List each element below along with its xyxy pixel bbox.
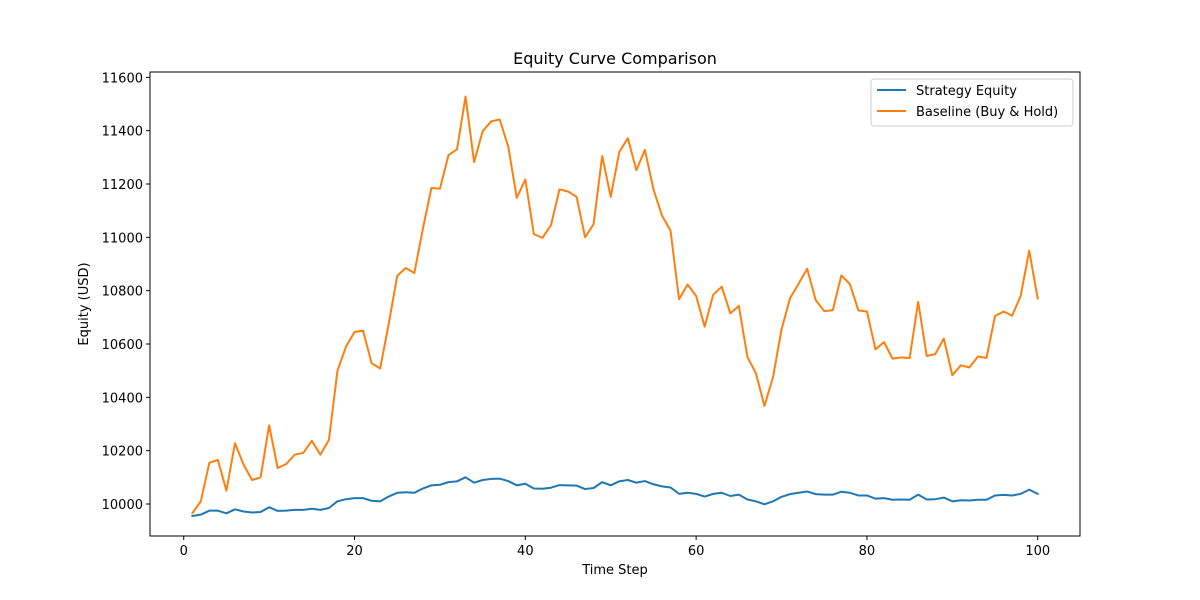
chart-title: Equity Curve Comparison xyxy=(513,49,717,68)
x-axis-label: Time Step xyxy=(581,563,648,578)
y-tick-label: 10800 xyxy=(102,285,143,300)
series-line-1 xyxy=(191,95,1039,515)
legend-label-strategy: Strategy Equity xyxy=(916,84,1017,99)
y-tick-label: 11000 xyxy=(102,231,143,246)
y-tick-label: 10600 xyxy=(102,338,143,353)
x-tick-label: 40 xyxy=(517,544,534,559)
series-line-0 xyxy=(191,476,1039,517)
x-tick-label: 20 xyxy=(346,544,363,559)
series-layer xyxy=(191,95,1039,517)
x-tick-label: 0 xyxy=(180,544,188,559)
axes-frame xyxy=(149,71,1081,537)
y-axis-ticks: 10000 10200 10400 10600 10800 11000 11200 11400… xyxy=(102,71,150,513)
legend-label-baseline: Baseline (Buy & Hold) xyxy=(916,105,1058,120)
y-tick-label: 10400 xyxy=(102,391,143,406)
y-axis-label: Equity (USD) xyxy=(77,262,92,345)
x-tick-label: 80 xyxy=(859,544,876,559)
legend-box xyxy=(870,78,1074,127)
y-tick-label: 11400 xyxy=(102,125,143,140)
y-tick-label: 10200 xyxy=(102,445,143,460)
y-tick-label: 11600 xyxy=(102,71,143,86)
x-axis-ticks: 0 20 40 60 80 100 xyxy=(180,536,1050,559)
y-tick-label: 11200 xyxy=(102,178,143,193)
y-tick-label: 10000 xyxy=(102,498,143,513)
x-tick-label: 60 xyxy=(688,544,705,559)
legend: Strategy Equity Baseline (Buy & Hold) xyxy=(870,78,1074,127)
x-tick-label: 100 xyxy=(1025,544,1050,559)
